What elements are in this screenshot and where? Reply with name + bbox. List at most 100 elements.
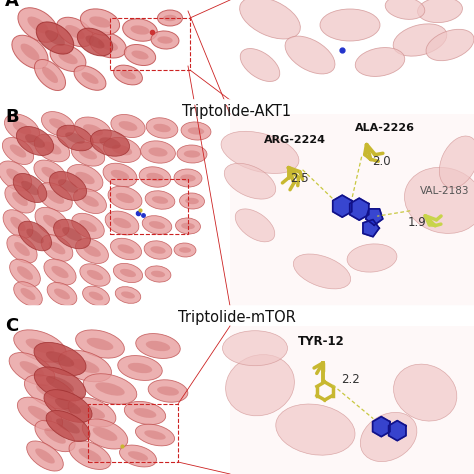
Ellipse shape (174, 243, 196, 257)
Ellipse shape (111, 170, 129, 180)
Ellipse shape (54, 219, 91, 249)
Ellipse shape (152, 196, 168, 204)
Ellipse shape (141, 141, 175, 163)
Text: B: B (5, 108, 18, 126)
Ellipse shape (181, 122, 211, 140)
Ellipse shape (37, 182, 73, 211)
Ellipse shape (85, 36, 104, 48)
Ellipse shape (151, 271, 165, 277)
Ellipse shape (34, 160, 66, 186)
Ellipse shape (146, 118, 178, 138)
Ellipse shape (27, 17, 49, 34)
Ellipse shape (36, 384, 64, 400)
Text: ALA-2226: ALA-2226 (355, 123, 415, 133)
Ellipse shape (50, 45, 86, 72)
Ellipse shape (35, 420, 75, 452)
Ellipse shape (224, 164, 276, 199)
Ellipse shape (10, 217, 26, 231)
Ellipse shape (418, 0, 463, 23)
Ellipse shape (175, 218, 201, 234)
Ellipse shape (44, 259, 76, 285)
Ellipse shape (35, 448, 55, 464)
Ellipse shape (87, 270, 103, 280)
Ellipse shape (100, 137, 121, 149)
Ellipse shape (46, 190, 64, 204)
Ellipse shape (150, 246, 165, 254)
Ellipse shape (20, 288, 36, 300)
Ellipse shape (56, 17, 93, 47)
Ellipse shape (92, 427, 118, 441)
Ellipse shape (181, 223, 195, 229)
Ellipse shape (42, 67, 58, 83)
Ellipse shape (75, 117, 111, 143)
Ellipse shape (13, 173, 47, 202)
Ellipse shape (240, 0, 301, 39)
Ellipse shape (114, 65, 142, 85)
Bar (0, 326, 230, 474)
Polygon shape (373, 417, 390, 437)
Ellipse shape (43, 215, 61, 229)
Ellipse shape (360, 412, 417, 462)
Ellipse shape (108, 186, 142, 210)
Ellipse shape (44, 390, 92, 422)
Ellipse shape (118, 356, 162, 381)
Ellipse shape (87, 338, 113, 350)
Ellipse shape (73, 189, 107, 213)
Ellipse shape (14, 330, 66, 362)
Ellipse shape (58, 179, 78, 193)
Ellipse shape (157, 386, 179, 396)
Ellipse shape (41, 111, 74, 137)
Ellipse shape (18, 8, 58, 42)
Ellipse shape (124, 45, 155, 65)
Ellipse shape (17, 266, 33, 280)
Ellipse shape (293, 254, 351, 289)
Ellipse shape (118, 244, 135, 254)
Ellipse shape (57, 125, 93, 151)
Ellipse shape (163, 15, 177, 21)
Ellipse shape (74, 66, 106, 91)
Ellipse shape (76, 330, 124, 358)
Bar (230, 114, 474, 306)
Ellipse shape (27, 441, 64, 471)
Ellipse shape (83, 124, 103, 136)
Ellipse shape (134, 408, 156, 418)
Ellipse shape (184, 150, 200, 158)
Ellipse shape (0, 161, 32, 191)
Ellipse shape (45, 30, 65, 46)
Ellipse shape (180, 174, 196, 182)
Ellipse shape (226, 355, 294, 416)
Ellipse shape (49, 118, 67, 130)
Ellipse shape (75, 238, 109, 264)
Ellipse shape (72, 213, 104, 239)
Ellipse shape (18, 397, 63, 431)
Ellipse shape (14, 242, 30, 256)
Ellipse shape (2, 137, 34, 164)
Ellipse shape (112, 145, 132, 155)
Ellipse shape (49, 172, 87, 201)
Polygon shape (333, 195, 352, 217)
Ellipse shape (355, 47, 405, 76)
Bar (0, 0, 230, 100)
Ellipse shape (67, 164, 103, 191)
Ellipse shape (19, 361, 45, 377)
Ellipse shape (82, 72, 99, 84)
Ellipse shape (130, 25, 149, 35)
Text: 2.2: 2.2 (341, 373, 359, 386)
Ellipse shape (46, 351, 74, 367)
Ellipse shape (79, 405, 105, 419)
Ellipse shape (14, 282, 42, 306)
Ellipse shape (221, 131, 299, 173)
Ellipse shape (34, 134, 70, 162)
Bar (230, 326, 474, 474)
Ellipse shape (24, 375, 76, 409)
Polygon shape (389, 420, 406, 441)
Ellipse shape (404, 167, 474, 234)
Ellipse shape (17, 127, 54, 155)
Ellipse shape (188, 128, 204, 135)
Polygon shape (363, 219, 379, 237)
Ellipse shape (9, 259, 40, 287)
Ellipse shape (4, 114, 39, 142)
Ellipse shape (121, 292, 135, 299)
Ellipse shape (95, 383, 125, 396)
Ellipse shape (145, 266, 171, 282)
